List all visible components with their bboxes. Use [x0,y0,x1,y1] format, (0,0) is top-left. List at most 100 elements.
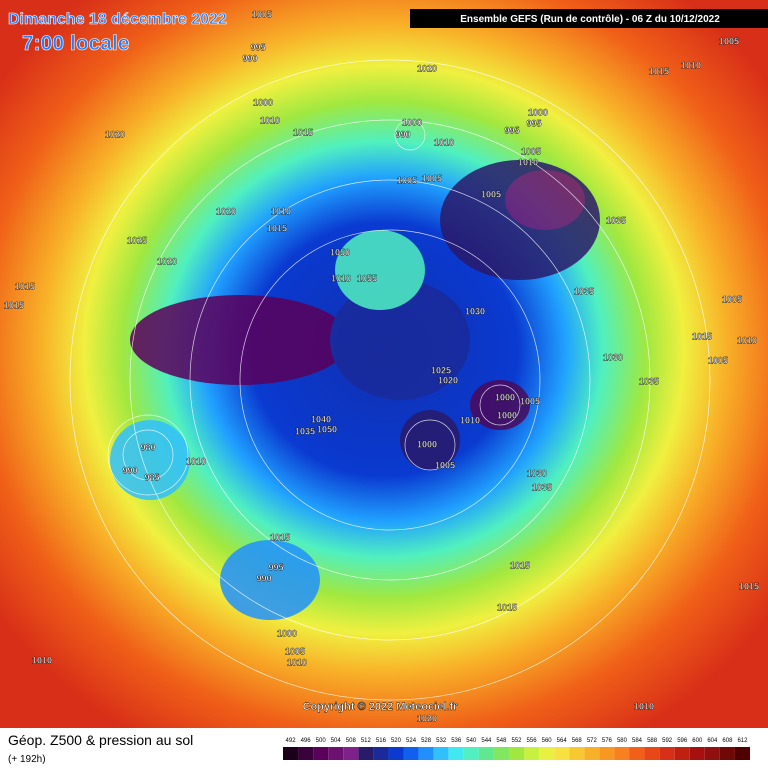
isobar-label: 1000 [495,392,515,402]
isobar-label: 985 [144,472,159,482]
colorbar-label: 496 [301,738,312,744]
isobar-label: 1010 [186,456,206,466]
colorbar-swatch [689,747,705,760]
colorbar-swatch [599,747,615,760]
isobar-label: 1000 [497,410,517,420]
isobar-label: 1015 [692,331,712,341]
colorbar-swatch [433,747,449,760]
colorbar: 492 496 500 504 508 512 516 520 524 528 532 536 540 5… [283,738,750,760]
isobar-label: 1005 [435,460,455,470]
colorbar-label: 516 [376,738,387,744]
colorbar-swatch [358,747,374,760]
colorbar-label: 544 [481,738,492,744]
isobar-label: 995 [504,125,519,135]
isobar-label: 1015 [510,560,530,570]
isobar-label: 1005 [285,646,305,656]
colorbar-swatch [313,747,329,760]
footer-title: Géop. Z500 & pression au sol [8,732,193,748]
colorbar-label: 592 [662,738,673,744]
colorbar-label: 500 [316,738,327,744]
colorbar-label: 540 [466,738,477,744]
colorbar-label: 564 [557,738,568,744]
isobar-label: 1005 [521,146,541,156]
colorbar-swatch [704,747,720,760]
colorbar-swatch [478,747,494,760]
colorbar-swatch [463,747,479,760]
colorbar-swatch [629,747,645,760]
colorbar-label: 560 [542,738,553,744]
colorbar-swatch [328,747,344,760]
colorbar-label: 596 [677,738,688,744]
isobar-label: 1050 [330,247,350,257]
isobar-label: 1015 [4,300,24,310]
colorbar-swatch [388,747,404,760]
colorbar-swatch [644,747,660,760]
copyright: Copyright © 2022 Meteociel.fr [303,701,459,713]
isobar-label: 1005 [722,294,742,304]
isobar-label: 1010 [434,137,454,147]
colorbar-label: 492 [286,738,297,744]
isobar-labels: 1005995990100010101015102010201015101010… [4,9,759,723]
isobar-label: 1000 [528,107,548,117]
isobar-label: 1020 [417,63,437,73]
colorbar-label: 584 [632,738,643,744]
isobar-label: 1010 [287,657,307,667]
isobar-label: 1020 [216,206,236,216]
isobar-label: 1010 [681,60,701,70]
isobar-label: 1015 [649,66,669,76]
colorbar-swatch [524,747,540,760]
isobar-label: 1005 [520,396,540,406]
isobar-label: 1030 [603,352,623,362]
isobar-label: 995 [268,562,283,572]
isobar-label: 1010 [331,273,351,283]
isobar-label: 1010 [460,415,480,425]
subtitle: 7:00 locale [22,32,129,55]
colorbar-label: 576 [602,738,613,744]
colorbar-swatch [614,747,630,760]
isobar-label: 1015 [270,532,290,542]
colorbar-swatch [554,747,570,760]
colorbar-swatch [719,747,735,760]
isobar-label: 1035 [532,482,552,492]
colorbar-label: 532 [436,738,447,744]
isobar-label: 1015 [293,127,313,137]
isobar-label: 1015 [267,223,287,233]
colorbar-swatch [448,747,464,760]
isobar-label: 1030 [465,306,485,316]
run-info: Ensemble GEFS (Run de contrôle) - 06 Z d… [460,14,720,25]
colorbar-label: 612 [737,738,748,744]
isobar-label: 1005 [481,189,501,199]
colorbar-swatch [298,747,314,760]
isobar-label: 1035 [606,215,626,225]
isobar-label: 1035 [639,376,659,386]
isobar-label: 1050 [317,424,337,434]
isobar-label: 1010 [260,115,280,125]
isobar-label: 1010 [271,206,291,216]
colorbar-label: 608 [722,738,733,744]
colorbar-label: 556 [527,738,538,744]
colorbar-label: 536 [451,738,462,744]
isobar-label: 1005 [422,173,442,183]
colorbar-label: 524 [406,738,417,744]
colorbar-label: 600 [692,738,703,744]
run-box [410,9,768,28]
colorbar-label: 528 [421,738,432,744]
colorbar-swatch [674,747,690,760]
isobar-label: 990 [122,465,137,475]
isobar-label: 1015 [15,281,35,291]
isobar-label: 990 [256,573,271,583]
isobar-label: 1000 [277,628,297,638]
colorbar-swatch [569,747,585,760]
isobar-label: 990 [395,129,410,139]
colorbar-label: 588 [647,738,658,744]
colorbar-swatch [734,747,750,760]
colorbar-label: 580 [617,738,628,744]
isobar-label: 990 [242,53,257,63]
colorbar-swatch [283,747,299,760]
low-pressure-areas [110,160,600,620]
colorbar-label: 552 [511,738,522,744]
isobar-label: 1035 [574,286,594,296]
isobar-label: 1010 [518,157,538,167]
